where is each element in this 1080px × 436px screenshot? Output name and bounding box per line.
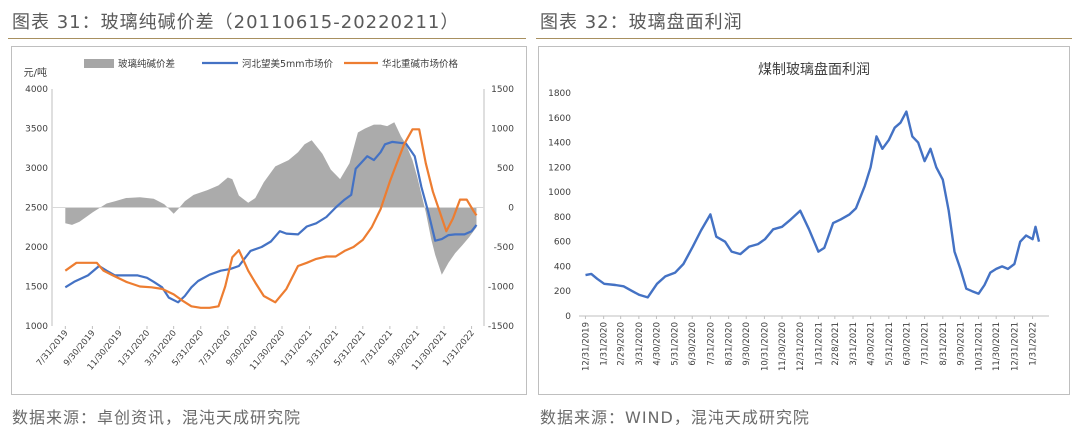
y-tick-label: 3000	[25, 164, 48, 174]
chart-title: 煤制玻璃盘面利润	[758, 61, 870, 78]
left-chart-svg: 元/吨 4000 3500 3000 2500 2000 1500 1000 1500 1000 5…	[24, 58, 515, 372]
y-tick-label: 3500	[25, 125, 48, 135]
x-tick-label: 12/31/2021	[1010, 322, 1020, 371]
y-tick-label: 1600	[548, 114, 571, 124]
x-tick-label: 4/30/2020	[652, 322, 662, 366]
x-tick-label: 11/30/2021	[992, 322, 1002, 371]
x-tick-label: 6/30/2020	[688, 322, 698, 366]
legend-swatch-spread	[84, 59, 114, 68]
x-tick-label: 2/28/2021	[831, 322, 841, 366]
left-chart-panel: 元/吨 4000 3500 3000 2500 2000 1500 1000 1500 1000 5…	[11, 46, 527, 395]
y2-tick-label: -1500	[488, 322, 514, 332]
y-tick-label: 1200	[548, 163, 571, 173]
y-tick-label: 400	[554, 262, 571, 272]
x-tick-label: 8/31/2020	[725, 322, 735, 366]
huabei-soda-ash-price-line	[64, 128, 478, 309]
right-chart-svg: 煤制玻璃盘面利润 1800 1600 1400 1200 1000 800 600 400 200…	[548, 61, 1049, 371]
x-tick-label: 12/31/2019	[581, 322, 591, 371]
left-title-rule	[8, 38, 526, 39]
left-figure-title: 图表 31：玻璃纯碱价差（20110615-20220211）	[12, 12, 460, 33]
y-tick-label: 800	[554, 213, 571, 223]
y-tick-label: 200	[554, 287, 571, 297]
x-tick-label: 5/31/2021	[885, 322, 895, 366]
y-tick-label: 2000	[25, 243, 48, 253]
x-tick-label: 10/31/2020	[760, 322, 770, 371]
legend-label-glass: 河北望美5mm市场价	[242, 58, 334, 70]
x-tick-label: 4/30/2021	[867, 322, 877, 366]
x-tick-label: 7/31/2020	[706, 322, 716, 366]
left-source-note: 数据来源：卓创资讯，混沌天成研究院	[12, 408, 302, 427]
x-tick-label: 5/31/2020	[671, 322, 681, 366]
y-tick-label: 4000	[25, 85, 48, 95]
y2-tick-label: -500	[494, 243, 515, 253]
y-tick-label: 1000	[25, 322, 48, 332]
right-title-rule	[536, 38, 1072, 39]
y2-tick-label: 500	[497, 164, 514, 174]
legend-label-spread: 玻璃纯碱价差	[118, 58, 175, 70]
x-tick-label: 1/31/2021	[814, 322, 824, 366]
y-tick-label: 2500	[25, 204, 48, 214]
right-source-note: 数据来源：WIND，混沌天成研究院	[540, 408, 810, 427]
x-tick-label: 11/30/2020	[778, 322, 788, 371]
y2-tick-label: 0	[508, 204, 514, 214]
y-tick-label: 1000	[548, 188, 571, 198]
y-tick-label: 1500	[25, 283, 48, 293]
x-tick-label: 12/31/2020	[796, 322, 806, 371]
y-tick-label: 600	[554, 238, 571, 248]
spread-area-series	[65, 122, 477, 275]
y-axis-unit-label: 元/吨	[24, 66, 47, 79]
right-figure-title: 图表 32：玻璃盘面利润	[540, 12, 743, 33]
x-tick-label: 10/31/2021	[975, 322, 985, 371]
y2-tick-label: -1000	[488, 283, 514, 293]
y2-tick-label: 1500	[491, 85, 514, 95]
x-tick-label: 1/31/2020	[600, 322, 610, 366]
x-tick-label: 9/30/2020	[742, 322, 752, 366]
x-tick-label: 8/31/2021	[939, 322, 949, 366]
right-chart-panel: 煤制玻璃盘面利润 1800 1600 1400 1200 1000 800 600 400 200…	[538, 46, 1070, 395]
y-tick-label: 1400	[548, 139, 571, 149]
hebei-glass-price-line	[64, 140, 478, 304]
x-tick-label: 9/30/2021	[956, 322, 966, 366]
y2-tick-label: 1000	[491, 125, 514, 135]
x-tick-label: 3/31/2021	[849, 322, 859, 366]
legend-label-soda: 华北重碱市场价格	[382, 58, 459, 70]
glass-futures-profit-line	[585, 110, 1041, 299]
x-tick-label: 7/31/2021	[921, 322, 931, 366]
y-tick-label: 1800	[548, 89, 571, 99]
y-tick-label: 0	[565, 312, 571, 322]
x-tick-label: 6/30/2021	[902, 322, 912, 366]
x-tick-label: 3/31/2020	[635, 322, 645, 366]
x-tick-label: 1/31/2022	[1029, 322, 1039, 366]
x-tick-label: 2/29/2020	[617, 322, 627, 366]
